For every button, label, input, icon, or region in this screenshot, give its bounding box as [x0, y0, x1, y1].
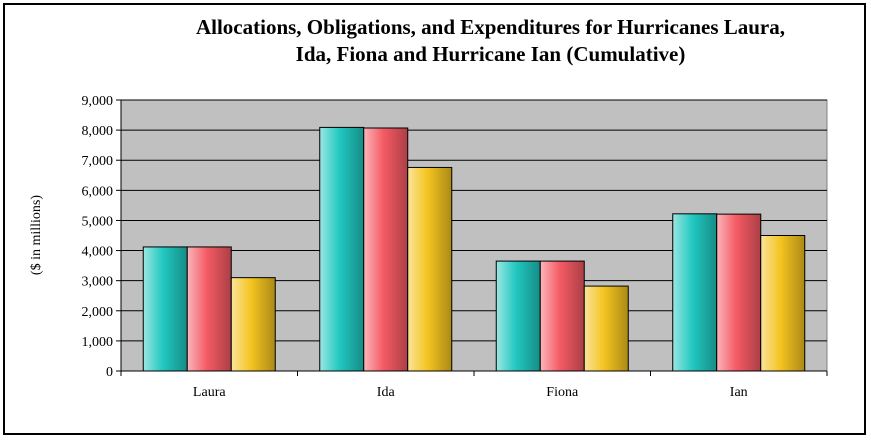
y-tick-label: 7,000 [82, 154, 114, 169]
x-tick-label-ida: Ida [377, 385, 396, 400]
bar-laura-1 [142, 246, 188, 372]
chart-title: Allocations, Obligations, and Expenditur… [0, 14, 871, 68]
y-tick-label: 1,000 [82, 335, 114, 350]
y-tick-label: 6,000 [82, 184, 114, 199]
bar-fiona-2 [539, 260, 585, 372]
x-tick-label-fiona: Fiona [546, 385, 579, 400]
bar-ida-3 [407, 166, 453, 372]
y-tick-label: 2,000 [82, 305, 114, 320]
x-tick-labels: Laura Ida Fiona Ian [193, 385, 748, 400]
bar-ida-2 [363, 127, 409, 372]
y-axis-label: ($ in millions) [29, 195, 44, 275]
bar-ida-1 [319, 126, 365, 372]
bar-laura-3 [230, 277, 276, 372]
axes [116, 99, 828, 376]
bar-laura-2 [186, 246, 232, 372]
bar-ian-2 [716, 213, 762, 372]
y-tick-label: 9,000 [82, 94, 114, 109]
bar-fiona-3 [583, 285, 629, 372]
y-tick-label: 5,000 [82, 214, 114, 229]
bar-ian-1 [672, 213, 718, 372]
y-tick-label: 8,000 [82, 124, 114, 139]
y-tick-label: 0 [106, 365, 113, 380]
y-tick-label: 4,000 [82, 245, 114, 260]
y-tick-labels: 0 1,000 2,000 3,000 4,000 5,000 6,000 7,000 8,00… [82, 94, 114, 380]
chart-title-line-1: Allocations, Obligations, and Expenditur… [195, 15, 786, 39]
y-tick-label: 3,000 [82, 275, 114, 290]
chart-title-line-2: Ida, Fiona and Hurricane Ian (Cumulative… [295, 42, 686, 66]
x-tick-label-ian: Ian [730, 385, 748, 400]
bar-ian-3 [760, 235, 806, 372]
x-tick-label-laura: Laura [193, 385, 226, 400]
bar-fiona-1 [495, 260, 541, 372]
bars [142, 126, 806, 372]
